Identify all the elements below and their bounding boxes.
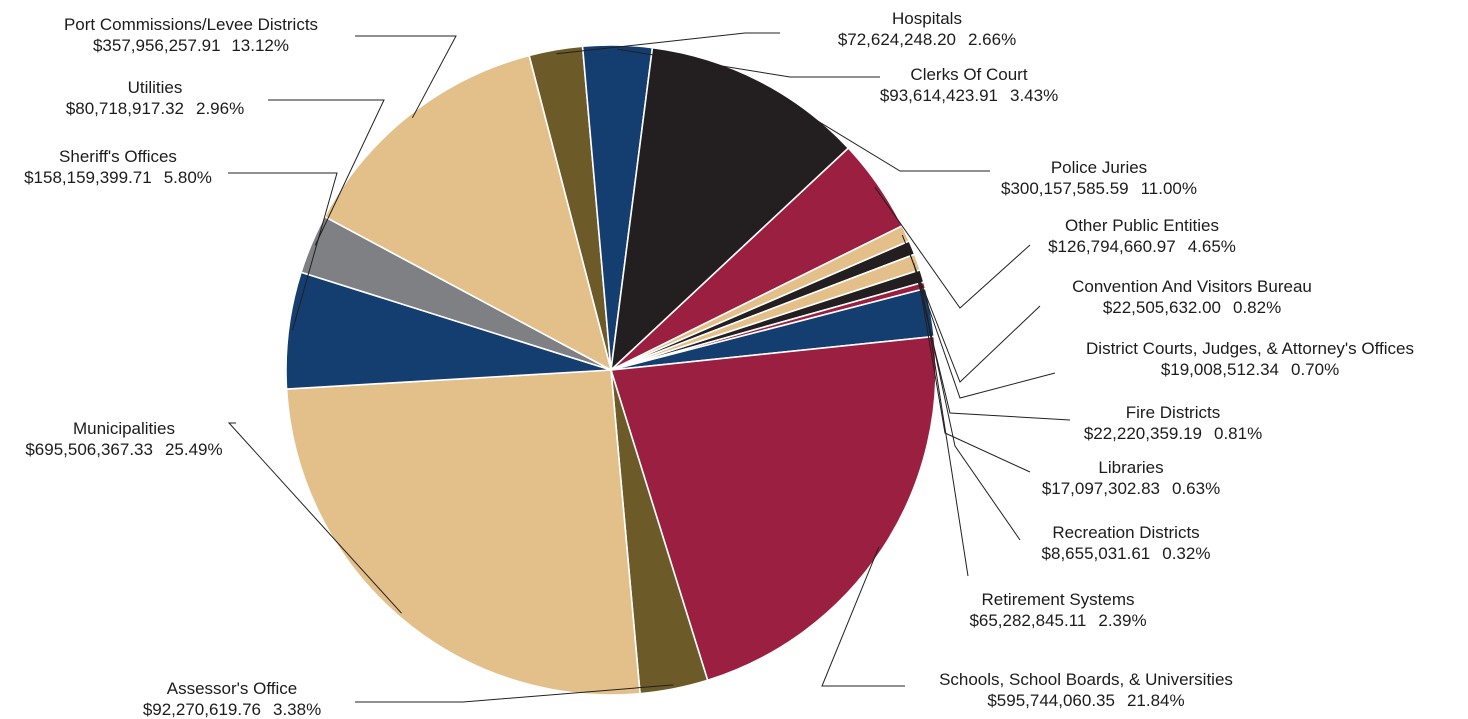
leader-line-utilities xyxy=(268,99,385,246)
slice-value-hospitals: $72,624,248.20 2.66% xyxy=(838,30,1016,49)
slice-value-fire-districts: $22,220,359.19 0.81% xyxy=(1084,424,1262,443)
slice-value-recreation-districts: $8,655,031.61 0.32% xyxy=(1042,544,1211,563)
leader-line-port-commissions-levee-districts xyxy=(355,35,457,119)
slice-percent-recreation-districts: 0.32% xyxy=(1162,544,1210,563)
slice-label-clerks-of-court: Clerks Of Court xyxy=(910,65,1027,84)
slice-amount-libraries: $17,097,302.83 xyxy=(1042,479,1160,498)
slice-percent-retirement-systems: 2.39% xyxy=(1098,611,1146,630)
leader-line-district-courts-judges-attorney-s-offices xyxy=(907,248,1056,399)
leader-line-recreation-districts xyxy=(920,286,1021,541)
slice-value-clerks-of-court: $93,614,423.91 3.43% xyxy=(880,86,1058,105)
slice-amount-recreation-districts: $8,655,031.61 xyxy=(1042,544,1151,563)
slice-amount-convention-and-visitors-bureau: $22,505,632.00 xyxy=(1103,298,1221,317)
slice-label-retirement-systems: Retirement Systems xyxy=(981,590,1134,609)
slice-percent-port-commissions-levee-districts: 13.12% xyxy=(231,36,289,55)
slice-percent-district-courts-judges-attorney-s-offices: 0.70% xyxy=(1291,360,1339,379)
slice-value-assessor-s-office: $92,270,619.76 3.38% xyxy=(143,700,321,719)
slice-value-retirement-systems: $65,282,845.11 2.39% xyxy=(969,611,1146,630)
slice-label-police-juries: Police Juries xyxy=(1051,158,1147,177)
slice-amount-hospitals: $72,624,248.20 xyxy=(838,30,956,49)
slice-label-hospitals: Hospitals xyxy=(892,9,962,28)
slice-value-schools-school-boards-universities: $595,744,060.35 21.84% xyxy=(987,691,1184,710)
slice-percent-police-juries: 11.00% xyxy=(1141,179,1197,198)
slice-label-sheriff-s-offices: Sheriff's Offices xyxy=(59,147,177,166)
slice-percent-libraries: 0.63% xyxy=(1172,479,1220,498)
slice-percent-utilities: 2.96% xyxy=(196,99,244,118)
leader-line-police-juries xyxy=(757,83,990,172)
slice-amount-assessor-s-office: $92,270,619.76 xyxy=(143,700,261,719)
slice-value-port-commissions-levee-districts: $357,956,257.91 13.12% xyxy=(93,36,289,55)
pie-slice-schools-school-boards-universities xyxy=(609,335,937,682)
slice-amount-retirement-systems: $65,282,845.11 xyxy=(969,611,1086,630)
slice-percent-convention-and-visitors-bureau: 0.82% xyxy=(1233,298,1281,317)
slice-label-assessor-s-office: Assessor's Office xyxy=(167,679,297,698)
slice-label-recreation-districts: Recreation Districts xyxy=(1052,523,1199,542)
slice-percent-clerks-of-court: 3.43% xyxy=(1010,86,1058,105)
slice-value-libraries: $17,097,302.83 0.63% xyxy=(1042,479,1220,498)
slice-label-municipalities: Municipalities xyxy=(73,419,175,438)
slice-label-libraries: Libraries xyxy=(1098,458,1163,477)
slice-label-fire-districts: Fire Districts xyxy=(1126,403,1220,422)
slice-value-district-courts-judges-attorney-s-offices: $19,008,512.34 0.70% xyxy=(1161,360,1339,379)
slice-percent-schools-school-boards-universities: 21.84% xyxy=(1127,691,1185,710)
leader-line-libraries xyxy=(917,277,1031,473)
pie-slice-police-juries xyxy=(609,46,850,373)
slice-amount-municipalities: $695,506,367.33 xyxy=(25,440,153,459)
leader-line-convention-and-visitors-bureau xyxy=(901,234,1041,383)
slice-label-schools-school-boards-universities: Schools, School Boards, & Universities xyxy=(939,670,1233,689)
slice-label-utilities: Utilities xyxy=(128,78,183,97)
slice-amount-port-commissions-levee-districts: $357,956,257.91 xyxy=(93,36,220,55)
leader-line-sheriff-s-offices xyxy=(228,172,338,331)
slice-value-convention-and-visitors-bureau: $22,505,632.00 0.82% xyxy=(1103,298,1281,317)
slice-amount-clerks-of-court: $93,614,423.91 xyxy=(880,86,998,105)
slice-value-utilities: $80,718,917.32 2.96% xyxy=(66,99,244,118)
leader-line-other-public-entities xyxy=(874,186,1031,309)
leader-line-assessor-s-office xyxy=(355,684,674,703)
slice-value-other-public-entities: $126,794,660.97 4.65% xyxy=(1048,237,1236,256)
pie-slice-municipalities xyxy=(285,369,641,696)
leader-line-municipalities xyxy=(227,422,402,614)
leader-line-retirement-systems xyxy=(926,312,969,577)
slice-value-municipalities: $695,506,367.33 25.49% xyxy=(25,440,222,459)
slice-label-port-commissions-levee-districts: Port Commissions/Levee Districts xyxy=(64,15,318,34)
slice-label-district-courts-judges-attorney-s-offices: District Courts, Judges, & Attorney's Of… xyxy=(1086,339,1414,358)
slice-amount-district-courts-judges-attorney-s-offices: $19,008,512.34 xyxy=(1161,360,1279,379)
pie-slice-port-commissions-levee-districts xyxy=(323,54,613,372)
slice-percent-municipalities: 25.49% xyxy=(165,440,223,459)
slice-amount-sheriff-s-offices: $158,159,399.71 xyxy=(24,168,152,187)
slice-percent-fire-districts: 0.81% xyxy=(1214,424,1262,443)
slice-percent-other-public-entities: 4.65% xyxy=(1188,237,1236,256)
leader-line-clerks-of-court xyxy=(617,48,880,78)
slice-value-sheriff-s-offices: $158,159,399.71 5.80% xyxy=(24,168,212,187)
slice-amount-other-public-entities: $126,794,660.97 xyxy=(1048,237,1176,256)
slice-label-convention-and-visitors-bureau: Convention And Visitors Bureau xyxy=(1072,277,1312,296)
leader-line-schools-school-boards-universities xyxy=(821,546,905,687)
slice-amount-schools-school-boards-universities: $595,744,060.35 xyxy=(987,691,1115,710)
leader-line-hospitals xyxy=(556,32,780,55)
slice-percent-assessor-s-office: 3.38% xyxy=(273,700,321,719)
slice-amount-police-juries: $300,157,585.59 xyxy=(1001,179,1129,198)
slice-amount-fire-districts: $22,220,359.19 xyxy=(1084,424,1202,443)
slice-amount-utilities: $80,718,917.32 xyxy=(66,99,184,118)
leader-line-fire-districts xyxy=(913,263,1071,421)
slice-percent-hospitals: 2.66% xyxy=(968,30,1016,49)
slice-label-other-public-entities: Other Public Entities xyxy=(1065,216,1219,235)
slice-value-police-juries: $300,157,585.59 11.00% xyxy=(1001,179,1197,198)
slice-percent-sheriff-s-offices: 5.80% xyxy=(164,168,212,187)
